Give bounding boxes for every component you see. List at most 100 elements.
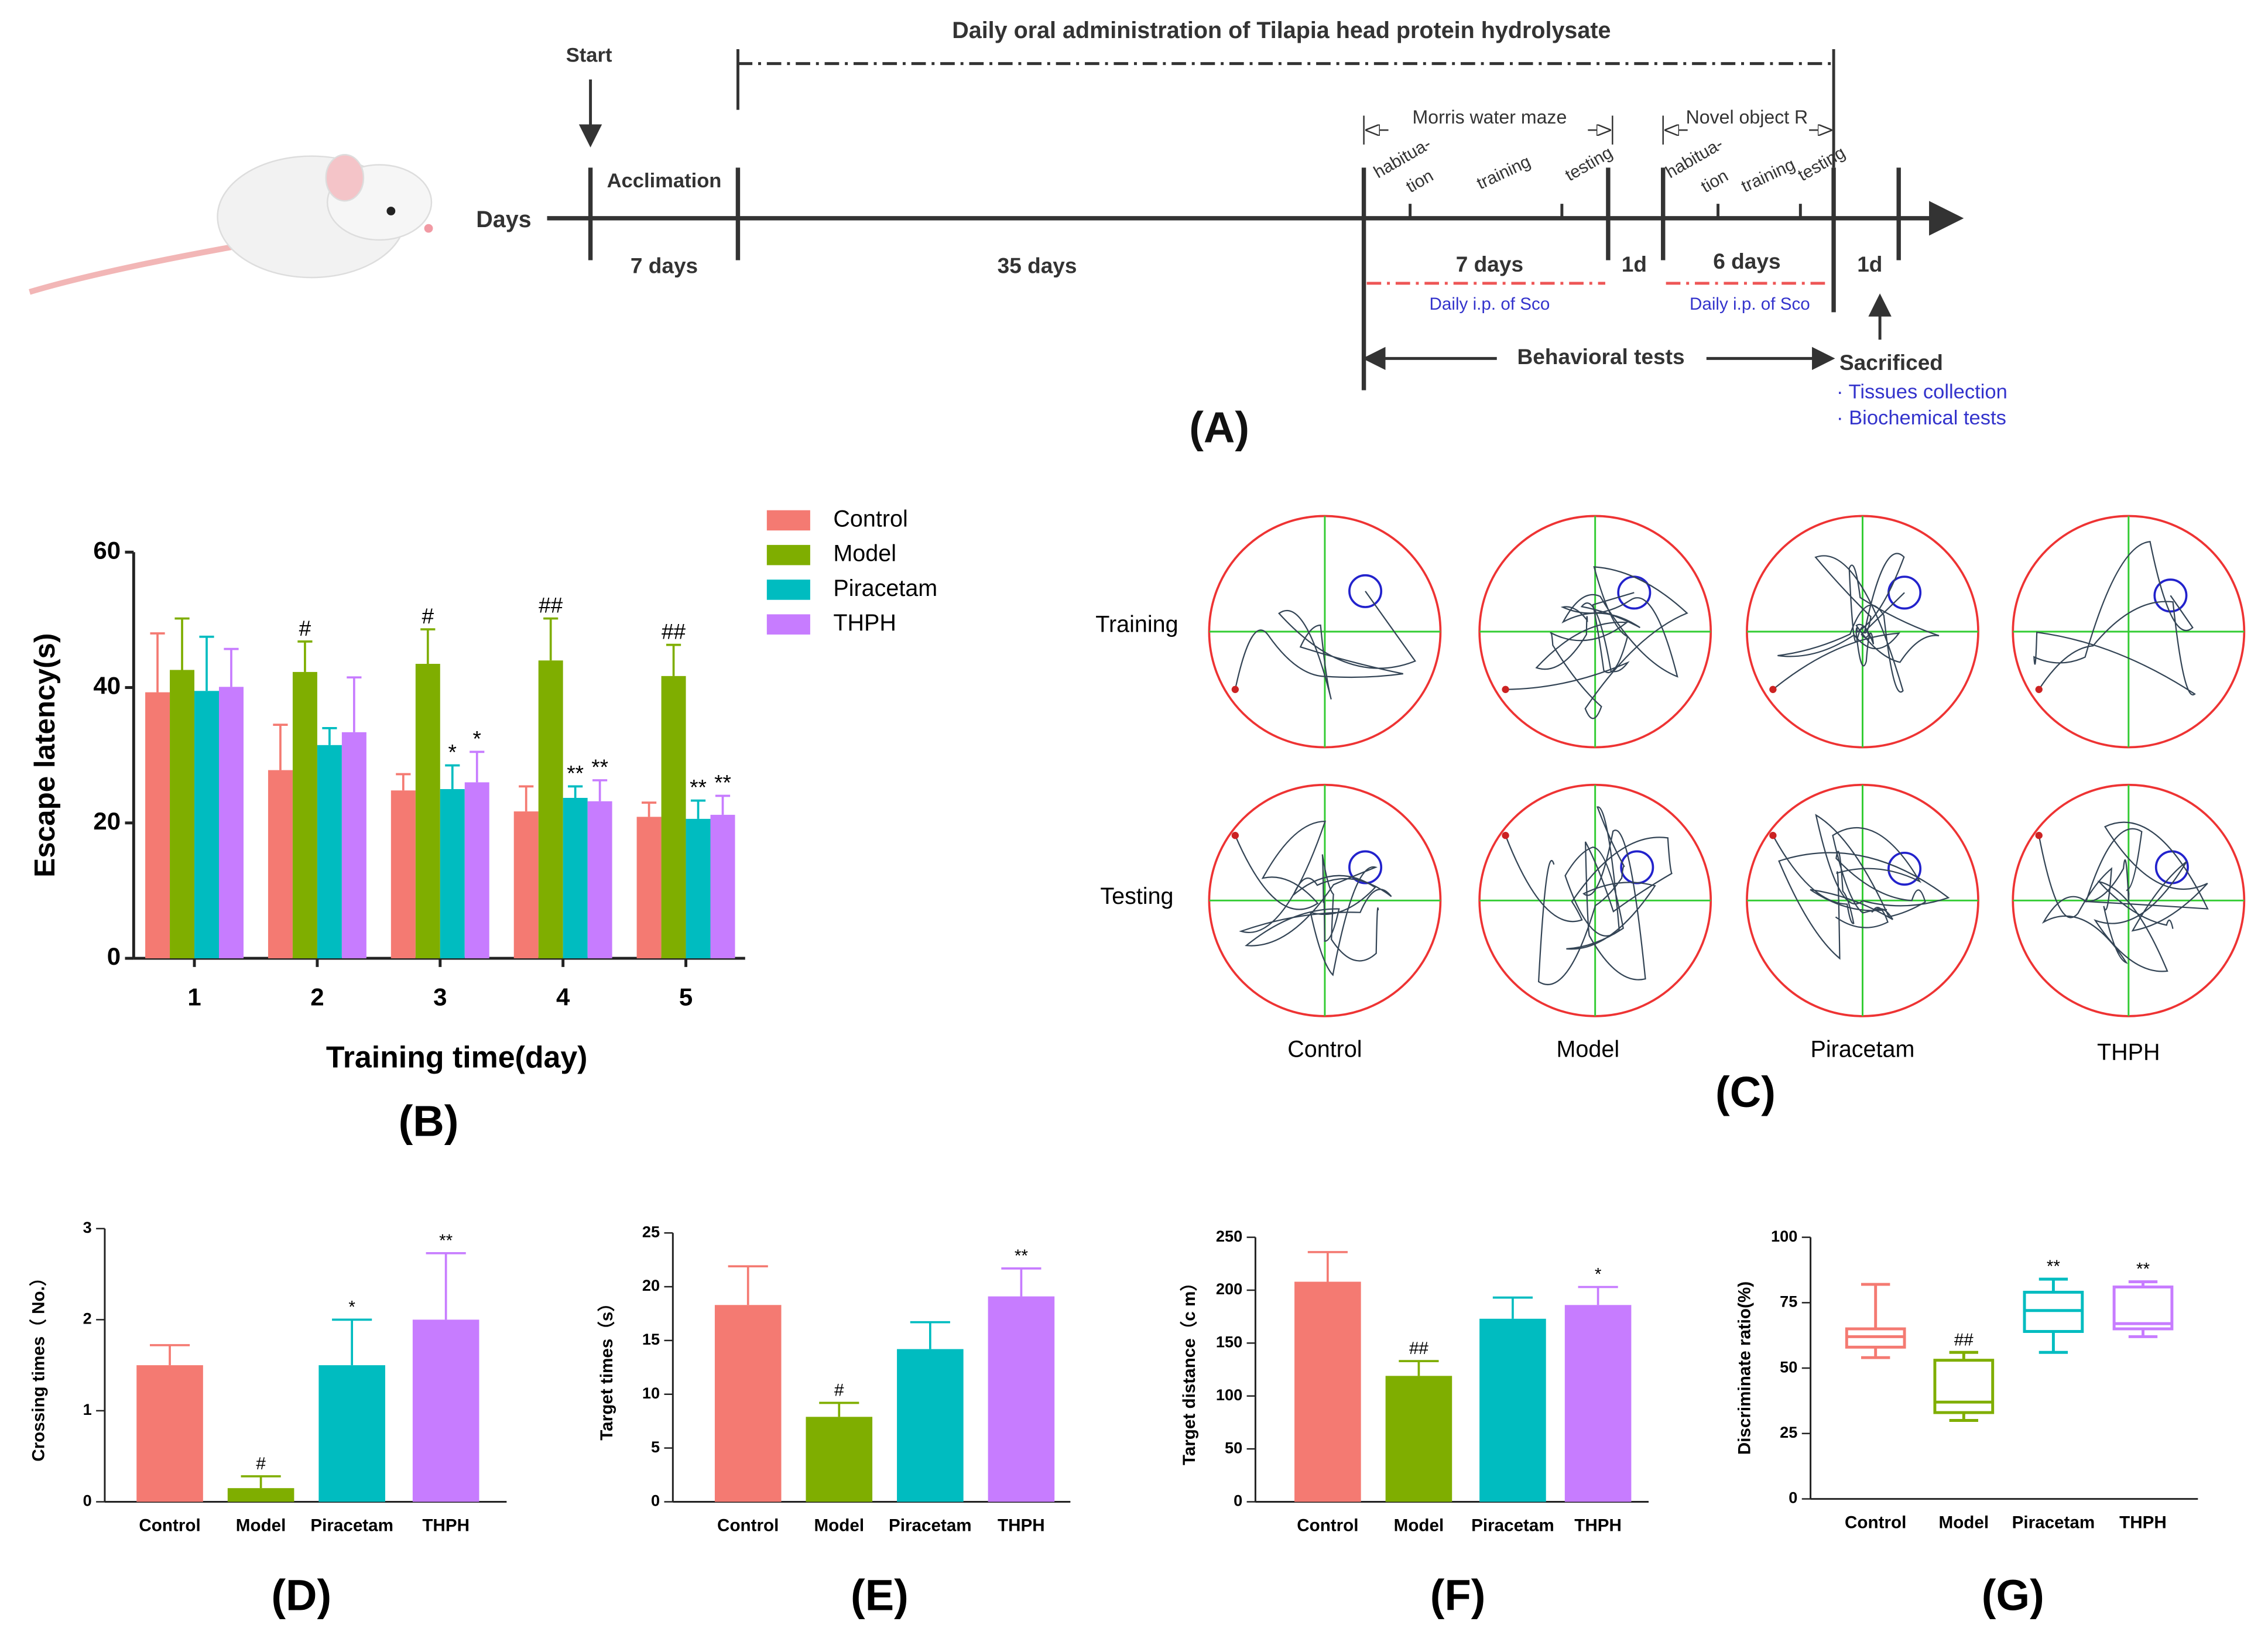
panel-label: (A) — [1189, 403, 1249, 451]
y-tick-label: 25 — [642, 1222, 660, 1240]
y-tick-label: 20 — [93, 807, 121, 835]
label: tion — [1698, 166, 1732, 196]
bar — [806, 1417, 873, 1502]
y-tick-label: 150 — [1216, 1333, 1242, 1351]
start-dot — [1231, 832, 1239, 839]
x-tick-label: 4 — [556, 983, 570, 1010]
legend-swatch — [766, 510, 810, 531]
label: Behavioral tests — [1517, 344, 1685, 369]
bar — [292, 671, 317, 959]
panel-label: (G) — [1982, 1571, 2044, 1619]
bar — [415, 664, 440, 959]
platform — [2153, 578, 2188, 613]
platform — [1348, 574, 1383, 608]
swim-path — [1505, 566, 1688, 719]
maze-panel: Training Testing Control Model Piracetam… — [1095, 515, 2246, 1116]
col-label: Piracetam — [1811, 1037, 1915, 1062]
label: 7 days — [1456, 252, 1523, 276]
x-tick-label: Piracetam — [1471, 1516, 1554, 1535]
y-axis-title: Target times（s） — [597, 1294, 616, 1441]
panel-label: (F) — [1430, 1571, 1486, 1619]
label: · Tissues collection — [1837, 381, 2007, 403]
y-tick-label: 25 — [1780, 1423, 1797, 1441]
y-tick-label: 3 — [83, 1218, 92, 1236]
swim-path — [1505, 806, 1673, 985]
x-axis-title: Training time(day) — [326, 1040, 588, 1074]
significance-mark: ** — [714, 770, 731, 795]
label: Daily oral administration of Tilapia hea… — [952, 18, 1611, 43]
bar — [227, 1488, 294, 1502]
y-tick-label: 1 — [83, 1400, 92, 1418]
bar — [341, 732, 366, 959]
legend-label: Control — [833, 506, 907, 532]
x-tick-label: THPH — [998, 1516, 1045, 1535]
bar — [988, 1296, 1055, 1502]
y-tick-label: 0 — [107, 942, 121, 970]
x-tick-label: 5 — [679, 983, 693, 1010]
label: 6 days — [1713, 249, 1780, 273]
start-dot — [1502, 685, 1509, 693]
significance-mark: ** — [567, 760, 584, 785]
chart: 0 5 10 15 20 25 Control Model Piracetam THPH Targe… — [597, 1222, 1071, 1619]
bar — [1479, 1318, 1546, 1502]
bar — [318, 1365, 385, 1502]
box — [1933, 1359, 1995, 1414]
bar — [587, 801, 612, 959]
x-tick-label: Piracetam — [310, 1516, 393, 1535]
label: training — [1474, 152, 1533, 193]
bar — [170, 670, 195, 959]
legend-label: THPH — [833, 610, 896, 636]
significance-mark: * — [473, 726, 481, 750]
label: · Biochemical tests — [1837, 407, 2006, 429]
significance-mark: ## — [662, 619, 686, 644]
bar — [194, 691, 220, 959]
label: Acclimation — [607, 170, 722, 192]
x-tick-label: Model — [814, 1516, 864, 1535]
y-axis-title: Discriminate ratio(%) — [1735, 1281, 1754, 1455]
significance-mark: ## — [539, 593, 563, 618]
label: testing — [1794, 143, 1848, 185]
col-label: Control — [1287, 1037, 1362, 1062]
y-tick-label: 50 — [1780, 1358, 1797, 1376]
bar — [145, 692, 170, 959]
panel-label: (D) — [271, 1571, 331, 1619]
timeline — [547, 49, 1964, 390]
significance-mark: # — [299, 616, 311, 640]
swim-path — [1234, 591, 1417, 700]
label: 7 days — [631, 253, 698, 278]
y-tick-label: 100 — [1216, 1386, 1242, 1404]
platform — [1348, 850, 1383, 885]
label: Days — [476, 207, 531, 232]
significance-mark: ** — [2136, 1260, 2150, 1279]
y-tick-label: 100 — [1771, 1227, 1797, 1245]
label: tion — [1403, 166, 1437, 196]
bar — [563, 798, 588, 959]
y-tick-label: 5 — [651, 1438, 660, 1456]
label: 1d — [1622, 252, 1647, 276]
significance-mark: # — [256, 1454, 266, 1473]
y-tick-label: 40 — [93, 672, 121, 700]
x-tick-label: 1 — [187, 983, 201, 1010]
y-tick-label: 0 — [83, 1492, 92, 1510]
significance-mark: ** — [2047, 1257, 2061, 1276]
legend-swatch — [766, 580, 810, 600]
panel-label: (B) — [399, 1097, 459, 1146]
x-tick-label: Control — [717, 1516, 779, 1535]
significance-mark: * — [348, 1297, 355, 1317]
box — [2112, 1286, 2174, 1331]
y-tick-label: 15 — [642, 1330, 660, 1348]
bar — [661, 676, 686, 959]
label: Sacrificed — [1839, 350, 1943, 375]
label: training — [1738, 155, 1798, 196]
col-label: Model — [1557, 1037, 1620, 1062]
bar — [136, 1365, 203, 1502]
bar — [538, 660, 563, 959]
x-tick-label: Control — [1297, 1516, 1358, 1535]
start-dot — [2035, 832, 2043, 839]
row-label: Training — [1095, 612, 1178, 637]
x-tick-label: Model — [236, 1516, 286, 1535]
y-axis-title: Target distance（c m） — [1180, 1274, 1199, 1465]
bar — [317, 745, 342, 959]
significance-mark: ** — [1015, 1246, 1029, 1266]
